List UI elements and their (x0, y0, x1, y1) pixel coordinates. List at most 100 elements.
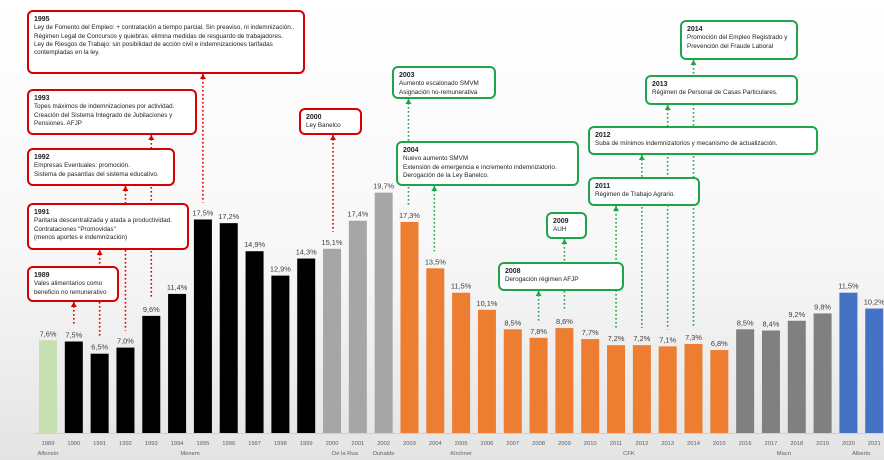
x-tick-label-1994: 1994 (171, 441, 185, 447)
value-label-2014: 7,3% (685, 333, 702, 342)
x-tick-label-1998: 1998 (274, 441, 287, 447)
annotation-text: Derogación régimen AFJP (505, 276, 579, 284)
bar-1991[interactable] (90, 353, 109, 433)
annotation-text: Ley Banelco (306, 122, 341, 130)
annotation-text: Nuevo aumento SMVM Extensión de emergenc… (403, 155, 557, 179)
x-tick-label-1996: 1996 (222, 441, 235, 447)
annotation-box-1993: 1993 Topes máximos de indemnizaciones por… (27, 89, 197, 135)
bar-2003[interactable] (400, 221, 419, 433)
bar-2004[interactable] (426, 268, 445, 433)
annotation-box-2008: 2008 Derogación régimen AFJP (498, 262, 624, 291)
arrowhead-1993 (148, 135, 155, 140)
value-label-2017: 8,4% (763, 320, 780, 329)
x-tick-label-2016: 2016 (739, 441, 752, 447)
bar-1993[interactable] (142, 315, 161, 433)
x-tick-label-2015: 2015 (713, 441, 726, 447)
value-label-1990: 7,5% (65, 331, 82, 340)
annotation-year: 2013 (652, 81, 668, 88)
bar-2000[interactable] (323, 248, 342, 433)
value-label-1998: 12,9% (270, 265, 291, 274)
bar-1989[interactable] (39, 340, 57, 433)
value-label-2020: 11,5% (838, 282, 859, 291)
x-tick-label-2012: 2012 (635, 441, 648, 447)
annotation-year: 1991 (34, 209, 50, 216)
value-label-1999: 14,3% (296, 248, 317, 257)
bar-2001[interactable] (348, 220, 367, 433)
value-label-2008: 7,8% (530, 327, 547, 336)
bar-2009[interactable] (555, 328, 574, 433)
bar-1999[interactable] (297, 258, 316, 433)
bar-1994[interactable] (168, 293, 187, 433)
bar-2010[interactable] (581, 339, 600, 433)
arrowhead-2003 (405, 99, 412, 104)
x-tick-label-2002: 2002 (377, 441, 390, 447)
bar-2016[interactable] (736, 329, 755, 433)
bar-2017[interactable] (761, 330, 780, 433)
x-tick-label-2010: 2010 (584, 441, 597, 447)
bar-2002[interactable] (374, 192, 393, 433)
x-tick-label-2003: 2003 (403, 441, 416, 447)
x-tick-label-2009: 2009 (558, 441, 571, 447)
bar-2015[interactable] (710, 350, 729, 433)
annotation-year: 2004 (403, 147, 419, 154)
annotation-year: 2009 (553, 218, 569, 225)
bar-1997[interactable] (245, 251, 264, 433)
government-label-alberto: Alberto (852, 451, 870, 457)
arrowhead-1989 (70, 302, 77, 307)
annotation-box-1991: 1991 Paritaria descentralizada y atada a … (27, 203, 189, 250)
x-tick-label-2013: 2013 (661, 441, 674, 447)
bar-1990[interactable] (64, 341, 83, 434)
bar-2014[interactable] (684, 343, 703, 433)
annotation-box-2013: 2013 Régimen de Personal de Casas Particu… (645, 75, 798, 105)
government-label-alfons-n: Alfonsín (38, 451, 59, 457)
annotation-year: 2003 (399, 72, 415, 79)
annotation-text: Régimen de Personal de Casas Particulare… (652, 89, 778, 97)
arrowhead-1995 (199, 74, 206, 79)
annotation-box-2009: 2009 AUH (546, 212, 587, 239)
government-label-de-la-rua: De la Rua (332, 451, 359, 457)
arrowhead-2004 (431, 186, 438, 191)
bar-1992[interactable] (116, 347, 135, 433)
value-label-2009: 8,6% (556, 317, 573, 326)
bar-1995[interactable] (193, 219, 212, 434)
bar-2005[interactable] (452, 292, 471, 433)
x-tick-label-2017: 2017 (765, 441, 778, 447)
x-tick-label-2019: 2019 (816, 441, 829, 447)
government-label-kirchner: Kirchner (450, 451, 472, 457)
value-label-1995: 17,5% (192, 209, 213, 218)
government-label-menem: Menem (180, 451, 200, 457)
bar-2006[interactable] (477, 309, 496, 433)
annotation-box-2014: 2014 Promoción del Empleo Registrado y Pr… (680, 20, 798, 60)
x-tick-label-1997: 1997 (248, 441, 261, 447)
annotation-year: 2008 (505, 268, 521, 275)
value-label-1993: 9,6% (143, 305, 160, 314)
bar-2020[interactable] (839, 292, 858, 433)
value-label-2011: 7,2% (608, 334, 625, 343)
arrowhead-2000 (330, 135, 337, 140)
x-tick-label-2011: 2011 (610, 441, 622, 447)
value-label-2016: 8,5% (737, 318, 754, 327)
value-label-1994: 11,4% (167, 283, 188, 292)
bar-1998[interactable] (271, 275, 290, 433)
annotation-text: Paritaria descentralizada y atada a prod… (34, 217, 172, 241)
bar-2021[interactable] (865, 308, 884, 433)
bar-2007[interactable] (503, 329, 522, 433)
arrowhead-1991 (96, 250, 103, 255)
bar-2012[interactable] (632, 345, 651, 433)
x-tick-label-1993: 1993 (145, 441, 158, 447)
arrowhead-2014 (690, 60, 697, 65)
bar-2011[interactable] (607, 345, 626, 433)
annotation-text: Empresas Eventuales: promoción. Sistema … (34, 162, 159, 178)
bar-2019[interactable] (813, 313, 832, 433)
value-label-1996: 17,2% (218, 212, 239, 221)
annotation-text: Promoción del Empleo Registrado y Preven… (687, 34, 788, 50)
bar-2013[interactable] (658, 346, 677, 433)
bar-1996[interactable] (219, 223, 238, 433)
bar-2008[interactable] (529, 337, 548, 433)
value-label-2007: 8,5% (504, 318, 521, 327)
annotation-text: Aumento escalonado SMVM Asignación no-re… (399, 80, 479, 96)
x-tick-label-2014: 2014 (687, 441, 701, 447)
bar-2018[interactable] (787, 320, 806, 433)
x-tick-label-1990: 1990 (67, 441, 80, 447)
